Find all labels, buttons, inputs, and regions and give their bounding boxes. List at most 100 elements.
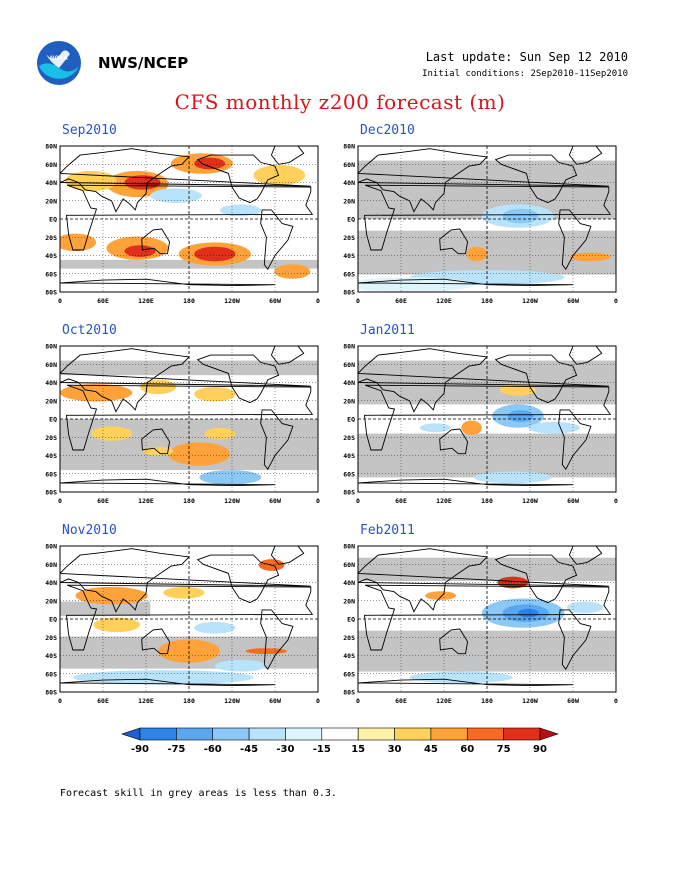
lat-tick-label: 60N [45,561,57,569]
colorbar-swatch [121,727,141,741]
panel-label-sep2010: Sep2010 [62,123,117,138]
coastline [568,346,603,365]
coastline [141,428,171,455]
coastline [60,278,276,292]
lon-tick-label: 60W [269,497,281,505]
coastline [558,209,592,271]
coastline [60,548,311,613]
anomaly-contour [245,648,288,655]
lat-tick-label: 60S [343,270,355,278]
lon-tick-label: 180 [481,697,493,705]
lat-tick-label: 20S [343,234,355,242]
colorbar-swatch [539,727,559,741]
map-panel-oct2010: 80N 60N 40N 20N EQ 20S 40S 60S 80S 0 60E 120E 180 120… [30,338,326,518]
lat-tick-label: 80S [45,689,57,697]
coastline [363,184,612,251]
map-panel-sep2010: 80N 60N 40N 20N EQ 20S 40S 60S 80S 0 60E 120E 180 120… [30,138,326,318]
colorbar-swatch [321,727,359,741]
panel-label-feb2011: Feb2011 [360,523,415,538]
lat-tick-label: 80N [343,343,355,351]
colorbar-level-label: -15 [313,744,331,755]
panel-label-dec2010: Dec2010 [360,123,415,138]
coastline [439,628,469,655]
coastline [60,348,311,413]
coastline [260,609,294,671]
coastline [196,554,280,604]
coastline [65,184,314,251]
colorbar-level-label: 60 [460,744,474,755]
lon-tick-label: 120W [224,297,240,305]
colorbar-swatch [285,727,323,741]
coastline [60,478,276,492]
anomaly-contour [517,608,539,618]
lat-tick-label: 80N [45,543,57,551]
lon-tick-label: 0 [316,297,320,305]
coastline [141,628,171,655]
skill-footnote: Forecast skill in grey areas is less tha… [60,788,337,799]
coastline [363,584,612,651]
colorbar-swatch [212,727,250,741]
lat-tick-label: 40S [45,652,57,660]
lat-tick-label: 20N [343,197,355,205]
lon-tick-label: 60W [567,497,579,505]
lon-tick-label: 0 [58,697,62,705]
lat-tick-label: 40N [343,379,355,387]
lat-tick-label: 80S [343,489,355,497]
lon-tick-label: 0 [614,497,618,505]
anomaly-contour [425,591,457,601]
anomaly-contour [90,426,133,441]
lon-tick-label: 60E [395,697,407,705]
lat-tick-label: 20N [343,397,355,405]
lon-tick-label: 120E [436,497,452,505]
colorbar-level-label: 30 [388,744,402,755]
lat-tick-label: 40S [343,652,355,660]
lon-tick-label: 60W [269,297,281,305]
lat-tick-label: EQ [347,616,355,624]
last-update-text: Last update: Sun Sep 12 2010 [425,50,628,64]
svg-text:NOAA: NOAA [50,56,68,62]
coastline [65,584,314,651]
lon-tick-label: 120E [436,297,452,305]
lon-tick-label: 180 [183,297,195,305]
anomaly-contour [163,586,205,599]
coastline [270,546,305,565]
anomaly-contour [194,386,236,402]
coastline [568,546,603,565]
lon-tick-label: 120E [138,697,154,705]
anomaly-contour [204,427,236,440]
anomaly-contour [168,442,231,466]
lat-tick-label: 80S [45,489,57,497]
lat-tick-label: 20N [45,597,57,605]
coastline [439,428,469,455]
lon-tick-label: 0 [316,697,320,705]
lon-tick-label: 60E [395,497,407,505]
colorbar-swatch [357,727,395,741]
colorbar-swatch [248,727,286,741]
lon-tick-label: 120W [224,497,240,505]
coastline [60,148,311,213]
coastline [260,409,294,471]
anomaly-contour [528,421,580,434]
anomaly-contour [499,383,537,396]
anomaly-contour [461,420,482,436]
lon-tick-label: 60W [269,697,281,705]
lon-tick-label: 0 [614,697,618,705]
lat-tick-label: 60N [343,361,355,369]
coastline [358,278,574,292]
lat-tick-label: 80S [45,289,57,297]
anomaly-contour [274,264,311,279]
anomaly-contour [124,245,156,257]
lat-tick-label: 60S [45,470,57,478]
lat-tick-label: 20S [45,234,57,242]
coastline [60,678,276,692]
coastline [358,478,574,492]
anomaly-contour [72,670,254,685]
lon-tick-label: 120E [436,697,452,705]
page-title: CFS monthly z200 forecast (m) [174,90,506,114]
colorbar-swatch [430,727,468,741]
lat-tick-label: 60S [343,470,355,478]
anomaly-contour [199,470,262,485]
anomaly-contour [497,576,529,589]
lat-tick-label: 60N [343,561,355,569]
lon-tick-label: 180 [481,297,493,305]
